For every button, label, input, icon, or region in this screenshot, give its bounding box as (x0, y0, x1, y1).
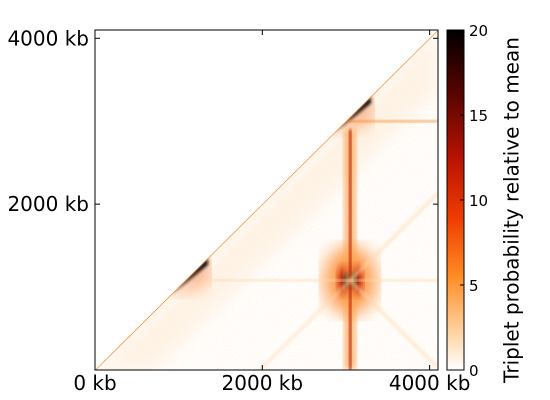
colorbar-label: Triplet probability relative to mean (500, 37, 524, 384)
colorbar-tick-label: 0 (469, 362, 479, 380)
diagonal-streak (349, 279, 438, 369)
colorbar-tick-label: 15 (469, 107, 488, 125)
x-tick-label: 4000 kb (389, 371, 471, 395)
x-axis: 0 kb 2000 kb 4000 kb (73, 30, 470, 395)
colorbar: 0 5 10 15 20 Triplet probability relative to… (446, 22, 524, 384)
diagonal-streak (258, 279, 352, 370)
x-tick-label: 2000 kb (222, 371, 304, 395)
horizontal-stripe (203, 279, 438, 282)
main-diagonal (95, 30, 438, 370)
y-axis: 2000 kb 4000 kb (7, 26, 438, 216)
plot-frame (94, 29, 439, 371)
y-tick-label: 4000 kb (7, 26, 89, 50)
heatmap-plot-area (94, 29, 439, 371)
colorbar-tick-label: 10 (469, 192, 488, 210)
colorbar-tick-label: 20 (469, 22, 488, 40)
y-tick-label: 2000 kb (7, 192, 89, 216)
vertical-stripe (348, 129, 352, 370)
heatmap-matrix (95, 30, 438, 370)
x-tick-label: 0 kb (73, 371, 116, 395)
diagonal-streak (349, 192, 438, 282)
colorbar-tick-label: 5 (469, 277, 479, 295)
horizontal-stripe (345, 120, 438, 123)
